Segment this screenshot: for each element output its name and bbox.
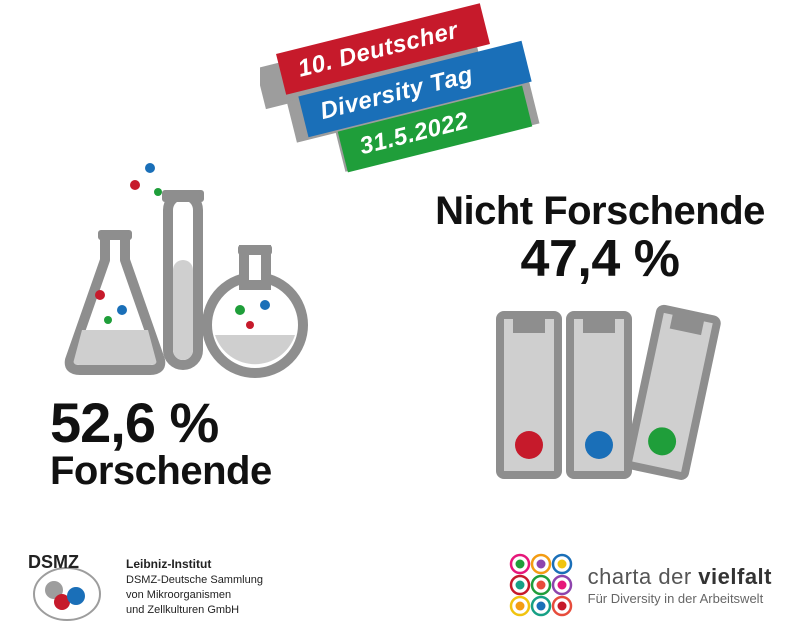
researchers-text: 52,6 % Forschende xyxy=(50,395,370,491)
binders-icon xyxy=(475,295,725,485)
non-researchers-percent: 47,4 % xyxy=(430,232,770,287)
researchers-block: 52,6 % Forschende xyxy=(50,150,370,491)
flask-icon xyxy=(50,150,310,390)
charta-tagline: Für Diversity in der Arbeitswelt xyxy=(588,591,772,607)
charta-dots-icon xyxy=(508,552,574,618)
non-researchers-label: Nicht Forschende xyxy=(430,190,770,232)
dsmz-line2: DSMZ-Deutsche Sammlung xyxy=(126,574,263,586)
non-researchers-text: Nicht Forschende 47,4 % xyxy=(430,190,770,287)
dsmz-logo-block: DSMZ Leibniz-Institut DSMZ-Deutsche Samm… xyxy=(22,552,263,622)
dsmz-logo-text: DSMZ xyxy=(28,552,79,572)
charta-brand: charta der vielfalt xyxy=(588,563,772,591)
dsmz-logo-icon: DSMZ xyxy=(22,552,112,622)
researchers-label: Forschende xyxy=(50,451,370,491)
dsmz-line1: Leibniz-Institut xyxy=(126,557,211,571)
charta-brand-light: charta der xyxy=(588,564,699,589)
charta-brand-bold: vielfalt xyxy=(698,564,772,589)
dsmz-line3: von Mikroorganismen xyxy=(126,589,231,601)
dsmz-line4: und Zellkulturen GmbH xyxy=(126,604,239,616)
non-researchers-block: Nicht Forschende 47,4 % xyxy=(430,190,770,490)
researchers-percent: 52,6 % xyxy=(50,395,370,451)
dsmz-text: Leibniz-Institut DSMZ-Deutsche Sammlung … xyxy=(126,556,263,617)
charta-logo-block: charta der vielfalt Für Diversity in der… xyxy=(508,552,772,618)
charta-text: charta der vielfalt Für Diversity in der… xyxy=(588,563,772,607)
